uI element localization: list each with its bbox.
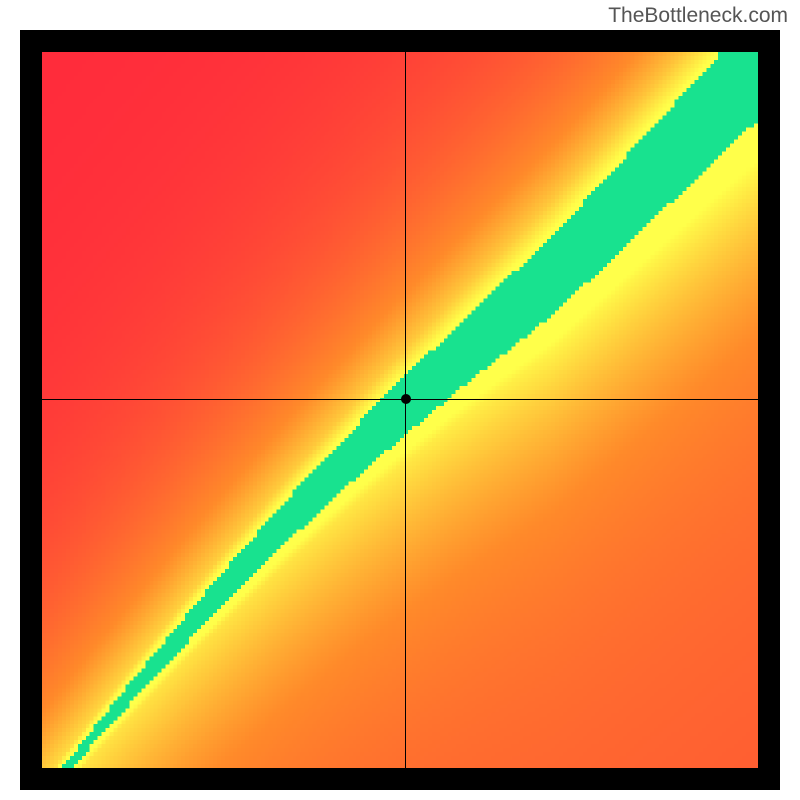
- crosshair-marker: [401, 394, 411, 404]
- plot-area: [42, 52, 758, 768]
- chart-container: TheBottleneck.com: [0, 0, 800, 800]
- plot-frame: [20, 30, 780, 790]
- heatmap-canvas: [42, 52, 758, 768]
- watermark-text: TheBottleneck.com: [608, 4, 788, 28]
- crosshair-vertical: [405, 52, 407, 768]
